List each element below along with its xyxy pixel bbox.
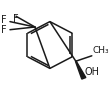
Text: CH₃: CH₃	[92, 46, 109, 55]
Text: F: F	[1, 25, 7, 35]
Text: F: F	[1, 15, 7, 25]
Text: F: F	[13, 14, 19, 24]
Text: OH: OH	[84, 67, 99, 77]
Polygon shape	[75, 61, 86, 79]
